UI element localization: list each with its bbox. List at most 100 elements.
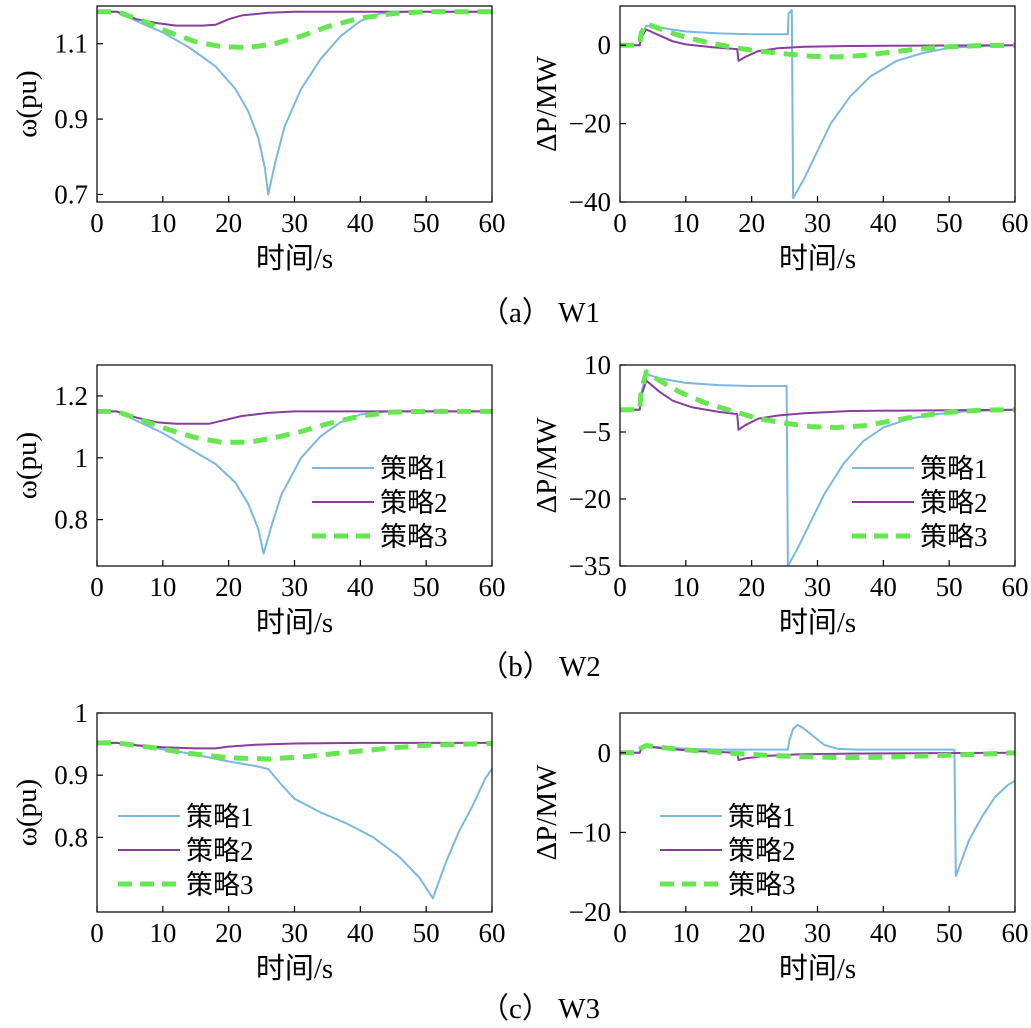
y-tick-label: −35	[569, 551, 611, 581]
series-line-1	[620, 8, 1015, 200]
legend: 策略1 策略2 策略3	[312, 454, 448, 552]
x-tick-label: 10	[672, 918, 699, 948]
y-axis-label: ΔP/MW	[531, 55, 563, 152]
legend-label-1: 策略1	[920, 454, 988, 484]
x-tick-label: 10	[672, 572, 699, 602]
legend: 策略1 策略2 策略3	[118, 802, 254, 900]
y-axis-label: ΔP/MW	[531, 417, 563, 514]
x-tick-label: 20	[215, 572, 242, 602]
legend-label-3: 策略3	[380, 522, 448, 552]
y-axis-label: ω(pu)	[11, 779, 43, 846]
series-line-3	[620, 743, 1015, 761]
x-tick-label: 40	[870, 208, 897, 238]
y-tick-label: 0.8	[54, 822, 88, 852]
x-tick-label: 40	[347, 918, 374, 948]
x-tick-label: 50	[413, 208, 440, 238]
x-tick-label: 50	[413, 918, 440, 948]
x-tick-label: 60	[479, 918, 506, 948]
x-axis-label: 时间/s	[256, 606, 333, 639]
y-tick-label: 10	[584, 350, 611, 380]
x-tick-label: 30	[804, 918, 831, 948]
y-tick-label: 1	[75, 443, 89, 473]
y-tick-label: 0	[598, 30, 612, 60]
x-tick-label: 0	[90, 208, 104, 238]
x-tick-label: 50	[936, 208, 963, 238]
x-tick-label: 0	[90, 918, 104, 948]
x-tick-label: 60	[479, 208, 506, 238]
series-line-3	[620, 21, 1015, 60]
series-line-3	[97, 408, 492, 445]
legend-label-2: 策略2	[728, 836, 796, 866]
y-tick-label: −20	[569, 897, 611, 927]
x-tick-label: 10	[149, 572, 176, 602]
y-axis-label: ΔP/MW	[531, 764, 563, 861]
x-axis-label: 时间/s	[779, 242, 856, 275]
legend-label-1: 策略1	[380, 454, 448, 484]
x-tick-label: 10	[149, 208, 176, 238]
y-axis-label: ω(pu)	[11, 432, 43, 499]
legend-label-3: 策略3	[728, 870, 796, 900]
legend-label-3: 策略3	[186, 870, 254, 900]
x-tick-label: 20	[738, 208, 765, 238]
x-tick-label: 60	[1002, 918, 1029, 948]
series-line-2	[97, 10, 492, 27]
legend-label-3: 策略3	[920, 522, 988, 552]
x-tick-label: 20	[215, 918, 242, 948]
x-tick-label: 10	[672, 208, 699, 238]
chart-a-dp: 0 10 20 30 40 50 60 −40 −20 0 时间/s ΔP/MW	[531, 5, 1029, 275]
x-tick-label: 40	[347, 208, 374, 238]
x-tick-label: 30	[281, 918, 308, 948]
x-tick-label: 30	[804, 572, 831, 602]
x-tick-label: 0	[90, 572, 104, 602]
x-axis-label: 时间/s	[256, 242, 333, 275]
legend-label-2: 策略2	[186, 836, 254, 866]
series-line-3	[97, 740, 492, 762]
x-axis-label: 时间/s	[779, 952, 856, 985]
legend-label-1: 策略1	[728, 802, 796, 832]
x-tick-label: 0	[613, 918, 627, 948]
chart-a-omega: 0 10 20 30 40 50 60 0.7 0.9 1.1 时间/s ω(pu)	[11, 5, 506, 275]
x-tick-label: 50	[936, 572, 963, 602]
x-tick-label: 10	[149, 918, 176, 948]
x-tick-label: 30	[281, 208, 308, 238]
y-tick-label: 0.7	[54, 179, 88, 209]
y-tick-label: −40	[569, 187, 611, 217]
chart-c-omega: 0 10 20 30 40 50 60 0.8 0.9 1 时间/s ω(pu) 策略1 策略2 策略3	[11, 698, 506, 985]
chart-panels: 0 10 20 30 40 50 600.70.91.1时间/sω(pu)0 10 20 30 40…	[11, 5, 1029, 985]
caption-a: （a） W1	[480, 297, 600, 329]
caption-b: （b） W2	[479, 651, 601, 683]
series-line-2	[97, 410, 492, 425]
y-axis-label: ω(pu)	[11, 70, 43, 137]
legend-label-2: 策略2	[380, 488, 448, 518]
legend: 策略1 策略2 策略3	[660, 802, 796, 900]
series-line-2	[620, 379, 1015, 431]
y-tick-label: 1.2	[54, 381, 88, 411]
y-tick-label: −5	[582, 417, 611, 447]
x-tick-label: 50	[936, 918, 963, 948]
x-tick-label: 20	[215, 208, 242, 238]
y-tick-label: 0.8	[54, 505, 88, 535]
chart-b-omega: 0 10 20 30 40 50 60 0.8 1 1.2 时间/s ω(pu) 策略1 策略2 策略3	[11, 364, 506, 639]
series-line-3	[97, 9, 492, 50]
x-tick-label: 60	[1002, 572, 1029, 602]
y-tick-label: 1.1	[54, 29, 88, 59]
x-tick-label: 40	[870, 572, 897, 602]
x-tick-label: 30	[804, 208, 831, 238]
x-tick-label: 50	[413, 572, 440, 602]
x-tick-label: 40	[870, 918, 897, 948]
legend-label-2: 策略2	[920, 488, 988, 518]
y-tick-label: −20	[569, 109, 611, 139]
chart-c-dp: 0 10 20 30 40 50 60 −20 −10 0 时间/s ΔP/MW 策略1 策略2 策略3	[531, 712, 1029, 985]
x-tick-label: 20	[738, 572, 765, 602]
x-tick-label: 30	[281, 572, 308, 602]
x-tick-label: 20	[738, 918, 765, 948]
y-tick-label: 1	[75, 698, 89, 728]
x-tick-label: 0	[613, 572, 627, 602]
series-line-1	[97, 741, 492, 900]
x-tick-label: 60	[1002, 208, 1029, 238]
y-tick-label: 0.9	[54, 104, 88, 134]
legend: 策略1 策略2 策略3	[852, 454, 988, 552]
series-line-1	[620, 723, 1015, 878]
